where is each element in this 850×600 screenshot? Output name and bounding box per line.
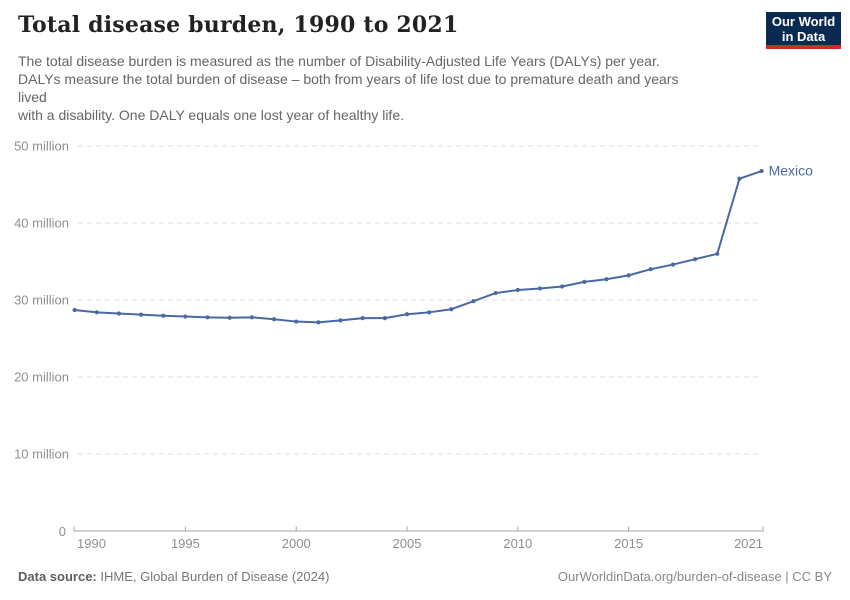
data-point	[338, 318, 343, 323]
data-source-value: IHME, Global Burden of Disease (2024)	[100, 569, 330, 584]
x-axis-line	[73, 526, 764, 532]
data-point	[360, 315, 365, 321]
data-point	[648, 267, 653, 272]
x-axis-label: 2005	[393, 536, 422, 551]
owid-logo[interactable]: Our World in Data	[766, 12, 841, 49]
series-line-mexico	[73, 170, 763, 324]
x-axis-label: 2021	[734, 536, 763, 551]
data-point	[560, 284, 565, 289]
data-point	[227, 315, 232, 320]
data-point	[183, 314, 188, 319]
y-axis-label: 50 million	[14, 139, 69, 154]
data-point	[271, 317, 277, 322]
data-point	[670, 262, 676, 267]
data-point	[626, 273, 631, 278]
x-axis-label: 1995	[171, 536, 200, 551]
y-axis-label: 40 million	[14, 216, 69, 231]
data-point	[72, 307, 77, 313]
data-point	[471, 299, 476, 304]
x-axis-label: 2000	[282, 536, 311, 551]
citation-link[interactable]: OurWorldinData.org/burden-of-disease | C…	[557, 569, 832, 584]
data-point	[294, 319, 299, 324]
y-axis-label: 30 million	[14, 293, 69, 308]
data-point	[537, 286, 543, 291]
data-point	[316, 320, 321, 325]
data-point	[161, 313, 166, 318]
series-label-mexico: Mexico	[769, 163, 814, 179]
data-point	[382, 315, 387, 321]
data-point	[116, 311, 122, 316]
data-source-note: Data source: IHME, Global Burden of Dise…	[18, 569, 329, 584]
x-axis-label: 1990	[77, 536, 106, 551]
chart-subtitle: The total disease burden is measured as …	[18, 53, 679, 123]
data-point	[427, 310, 432, 315]
data-point	[604, 277, 609, 282]
data-point	[249, 315, 254, 320]
y-axis-label: 10 million	[14, 447, 69, 462]
page-title: Total disease burden, 1990 to 2021	[18, 12, 459, 38]
x-axis-label: 2010	[503, 536, 532, 551]
data-point	[404, 312, 410, 317]
owid-logo-text: Our World in Data	[771, 13, 836, 44]
data-point	[582, 279, 587, 285]
data-point	[94, 310, 99, 315]
data-point	[737, 176, 742, 181]
data-point	[715, 251, 720, 256]
y-axis-label-zero: 0	[59, 524, 66, 539]
data-point	[205, 315, 210, 320]
x-axis-label: 2015	[614, 536, 643, 551]
data-point	[759, 168, 764, 174]
data-point	[138, 312, 144, 317]
data-point	[515, 287, 520, 293]
data-point	[449, 307, 454, 312]
data-point	[493, 290, 498, 296]
data-point	[693, 257, 698, 262]
y-axis-label: 20 million	[14, 370, 69, 385]
data-source-label: Data source:	[18, 569, 97, 584]
